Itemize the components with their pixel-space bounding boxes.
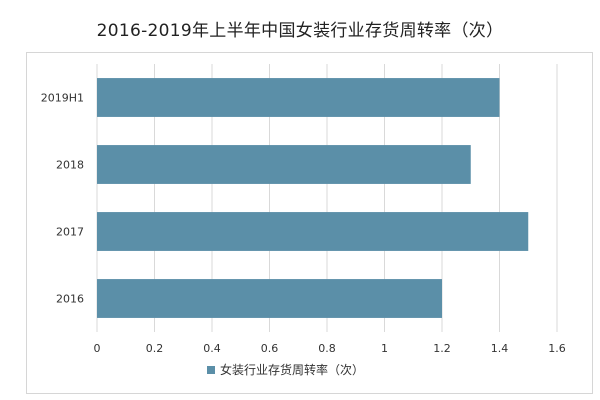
y-tick-label: 2016 [56,293,84,306]
legend-label: 女装行业存货周转率（次） [220,362,364,377]
bar [97,78,500,117]
legend-swatch [207,366,215,374]
y-tick-label: 2019H1 [41,92,84,105]
x-tick-label: 1 [381,342,388,355]
bar [97,279,442,318]
x-tick-label: 0.4 [203,342,221,355]
x-tick-label: 0 [94,342,101,355]
x-tick-label: 0.2 [146,342,164,355]
chart-border [26,52,593,394]
x-tick-label: 0.8 [318,342,336,355]
bar [97,145,471,184]
x-tick-label: 1.4 [491,342,509,355]
y-tick-label: 2018 [56,159,84,172]
x-tick-label: 1.6 [548,342,566,355]
y-tick-label: 2017 [56,226,84,239]
x-tick-label: 1.2 [433,342,451,355]
x-tick-label: 0.6 [261,342,279,355]
chart-title: 2016-2019年上半年中国女装行业存货周转率（次） [96,21,504,41]
bar [97,212,529,251]
